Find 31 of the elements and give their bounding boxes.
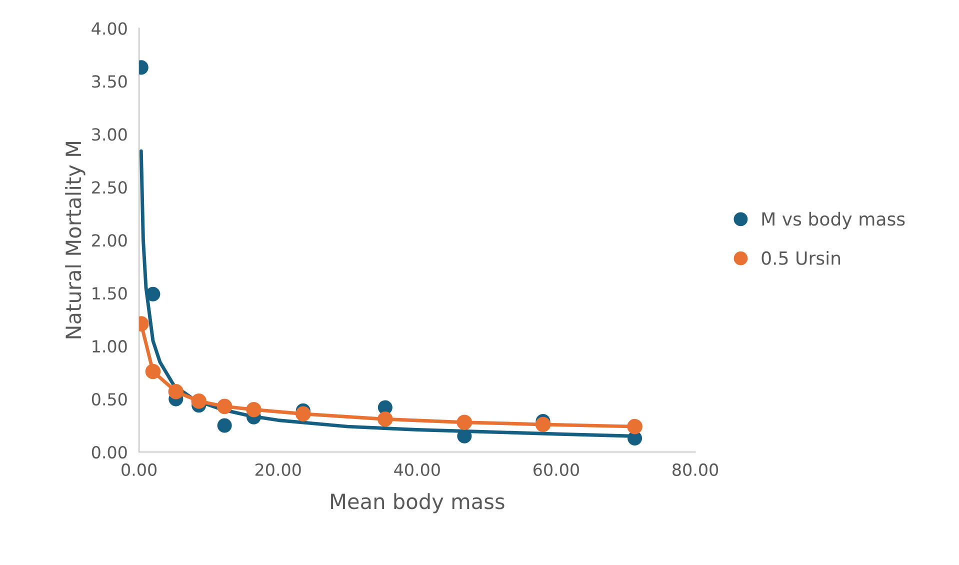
y-tick-label: 4.00 xyxy=(92,22,127,35)
x-tick-label: 40.00 xyxy=(394,463,440,476)
point xyxy=(456,414,472,430)
legend-label: M vs body mass xyxy=(762,212,905,230)
y-axis-title: Natural Mortality M xyxy=(65,142,86,338)
point xyxy=(191,394,206,409)
legend-label: 0.5 Ursin xyxy=(762,250,840,265)
y-tick-label: 2.50 xyxy=(92,181,127,194)
point xyxy=(216,398,232,414)
y-tick-label: 1.50 xyxy=(92,287,127,300)
y-tick-label: 3.50 xyxy=(92,75,127,88)
y-tick-label: 2.00 xyxy=(92,234,127,247)
y-tick-label: 0.00 xyxy=(92,446,127,459)
point xyxy=(296,406,311,422)
x-tick-label: 0.00 xyxy=(122,463,157,476)
point xyxy=(378,412,393,427)
point xyxy=(246,402,262,418)
point xyxy=(535,416,551,432)
x-tick-label: 60.00 xyxy=(534,463,579,476)
y-tick-label: 1.00 xyxy=(92,340,127,353)
point xyxy=(146,286,160,302)
x-axis-title: Mean body mass xyxy=(331,493,504,514)
y-tick-label: 3.00 xyxy=(92,128,127,141)
x-tick-label: 20.00 xyxy=(255,463,301,476)
point xyxy=(145,364,161,380)
y-tick-label: 0.50 xyxy=(92,392,127,406)
point xyxy=(168,384,184,400)
point xyxy=(217,418,232,433)
x-tick-label: 80.00 xyxy=(672,463,718,476)
point xyxy=(627,418,642,434)
point xyxy=(457,428,472,444)
